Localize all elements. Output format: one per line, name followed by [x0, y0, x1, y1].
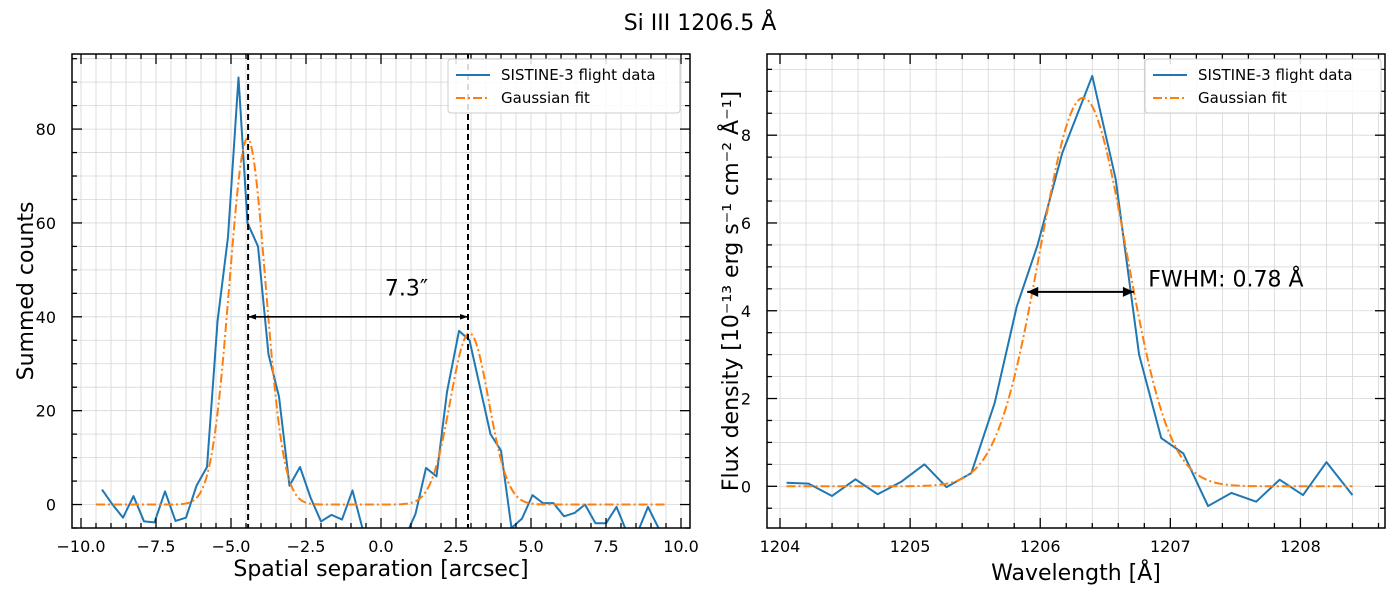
- right-legend-box: [1144, 58, 1382, 114]
- right-flight-data-line: [786, 74, 1354, 508]
- right-ticks: 1204 1205 1206 1207 1208 0 2 4 6 8: [741, 54, 1385, 556]
- left-legend-box: [447, 58, 681, 114]
- left-x-tick-label: 5.0: [518, 537, 543, 556]
- figure-title: Si III 1206.5 Å: [624, 9, 777, 36]
- right-legend: SISTINE-3 flight data Gaussian fit: [1144, 58, 1382, 114]
- left-legend-flight-label: SISTINE-3 flight data: [501, 66, 656, 84]
- left-annotations: 7.3″: [247, 54, 469, 528]
- left-x-tick-label: −2.5: [287, 537, 326, 556]
- right-y-tick-label: 0: [741, 477, 751, 496]
- left-x-tick-label: −10.0: [56, 537, 105, 556]
- left-legend-fit-label: Gaussian fit: [501, 89, 590, 107]
- right-x-tick-label: 1207: [1150, 537, 1191, 556]
- left-flight-data-line: [101, 76, 661, 528]
- right-x-tick-label: 1204: [760, 537, 801, 556]
- right-legend-flight-label: SISTINE-3 flight data: [1198, 66, 1353, 84]
- left-legend: SISTINE-3 flight data Gaussian fit: [447, 58, 681, 114]
- left-y-tick-label: 80: [36, 120, 56, 139]
- right-legend-fit-label: Gaussian fit: [1198, 89, 1287, 107]
- left-x-tick-label: 0.0: [368, 537, 393, 556]
- fwhm-label: FWHM: 0.78 Å: [1148, 266, 1303, 293]
- left-gaussian-fit-line: [96, 137, 666, 506]
- right-y-tick-label: 8: [741, 126, 751, 145]
- left-x-tick-label: −5.0: [212, 537, 251, 556]
- chart-left: 7.3″ −10.0 −7.5 −5.0 −2.5 0.0 2.5 5.0 7.5 10.0 0 2…: [14, 53, 699, 582]
- left-y-tick-label: 40: [36, 308, 56, 327]
- left-y-tick-label: 60: [36, 214, 56, 233]
- right-x-tick-label: 1206: [1020, 537, 1061, 556]
- separation-label: 7.3″: [385, 277, 428, 302]
- right-grid: [767, 54, 1385, 528]
- right-y-tick-label: 2: [741, 390, 751, 409]
- right-axes-frame: [766, 53, 1386, 529]
- right-y-tick-label: 6: [741, 214, 751, 233]
- left-y-tick-label: 20: [36, 402, 56, 421]
- left-y-tick-label: 0: [46, 496, 56, 515]
- left-x-axis-label: Spatial separation [arcsec]: [233, 557, 528, 582]
- right-annotations: FWHM: 0.78 Å: [1027, 266, 1304, 297]
- right-x-tick-label: 1208: [1280, 537, 1321, 556]
- left-grid: [72, 54, 690, 529]
- left-x-tick-label: 7.5: [593, 537, 618, 556]
- right-y-tick-label: 4: [741, 302, 751, 321]
- right-x-axis-label: Wavelength [Å]: [991, 559, 1161, 586]
- right-x-tick-label: 1205: [890, 537, 931, 556]
- chart-right: FWHM: 0.78 Å 1204 1205 1206 1207 1208 0 2 4 6 8 S…: [717, 53, 1386, 586]
- right-series: [786, 74, 1354, 508]
- left-ticks: −10.0 −7.5 −5.0 −2.5 0.0 2.5 5.0 7.5 10.0 0 20 40 60…: [36, 54, 699, 556]
- left-x-tick-label: −7.5: [137, 537, 176, 556]
- left-x-tick-label: 10.0: [663, 537, 699, 556]
- right-y-axis-label: Flux density [10⁻¹³ erg s⁻¹ cm⁻² Å⁻¹]: [717, 91, 744, 491]
- left-x-tick-label: 2.5: [443, 537, 468, 556]
- left-y-axis-label: Summed counts: [14, 202, 39, 381]
- left-series: [96, 76, 666, 528]
